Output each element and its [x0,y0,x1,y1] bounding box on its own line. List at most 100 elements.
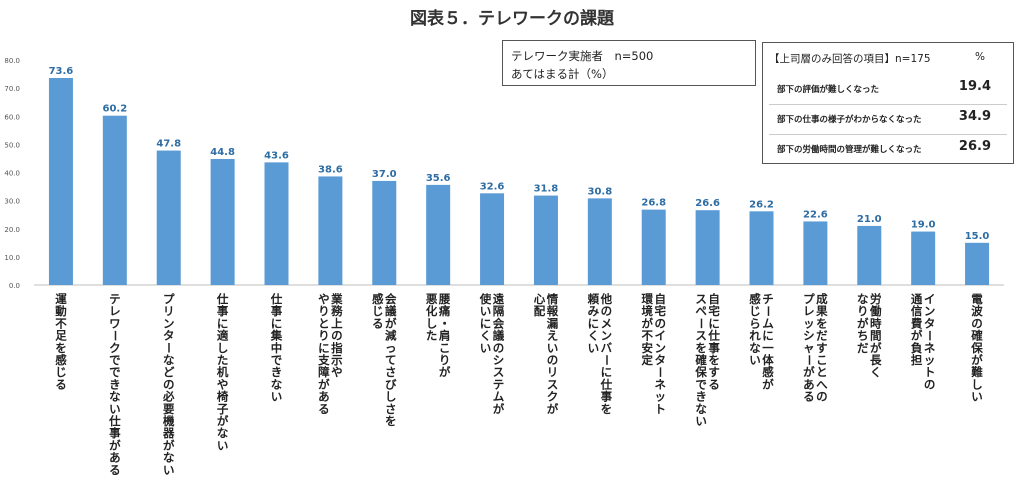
category-label-char: の [971,316,983,330]
category-label-char: い [971,390,983,404]
bar [318,176,343,285]
category-label-char: い [271,390,283,404]
category-label-char: チ [762,292,774,306]
category-label-char: タ [654,353,666,367]
category-label-char: に [480,316,492,330]
category-label-char: る [109,463,121,477]
category-label-char: で [695,377,707,391]
bar [641,209,666,285]
category-label-char: 難 [971,365,983,379]
category-label-char: ン [654,341,666,355]
category-label-char: に [708,316,720,330]
category-label-char: 境 [641,304,653,318]
category-label-char: の [924,377,936,391]
category-label-char: な [857,292,869,306]
category-label-char: ネ [924,341,936,355]
chart-title: 図表５．テレワークの課題 [410,9,614,29]
manager-table-pct-header: % [975,51,985,63]
category-label-char: じ [55,365,67,379]
category-label-char: ム [762,316,774,330]
bar-value-label: 38.6 [318,164,343,175]
category-label-char: が [163,438,175,452]
category-label-char: ち [857,329,869,343]
manager-row-label: 部下の労働時間の管理が難しくなった [777,145,922,155]
category-label-char: 一 [762,341,774,355]
category-label-char: 保 [694,365,707,379]
category-label-char: 確 [971,329,983,343]
category-label-char: ス [493,365,505,379]
manager-row-value: 34.9 [958,109,991,124]
category-label-char: 仕 [216,292,229,306]
category-label-char: る [708,377,720,391]
category-label-char: ー [761,305,775,317]
category-label-char: タ [924,316,936,330]
category-label-char: 感 [55,353,67,367]
category-label-char: を [601,402,613,416]
category-label-char: あ [803,377,815,391]
category-label-char: が [870,341,882,355]
category-label-char: の [331,329,343,343]
category-label-char: し [217,341,229,355]
category-label-char: ー [599,354,613,366]
category-label-char: え [547,329,559,343]
category-label-char: な [163,451,175,465]
category-label-char: い [588,341,600,355]
category-label-char: 不 [641,329,653,343]
category-label-char: が [493,402,505,416]
category-label-char: 果 [815,304,828,318]
category-label-char: に [318,341,330,355]
category-label-char: の [493,341,505,355]
category-label-char: ワ [109,316,121,330]
category-label-char: 宅 [708,304,720,318]
category-label-char: 自 [708,292,720,306]
bar [533,195,558,285]
category-label-char: い [695,414,707,428]
category-label-char: て [385,353,397,367]
category-label-char: で [109,365,121,379]
y-tick-label: 30.0 [4,198,20,206]
category-label-char: リ [163,304,175,318]
category-label-char: 障 [318,365,330,379]
category-label-char: 長 [870,353,882,367]
category-label-char: ー [653,366,667,378]
category-label-char: が [641,316,653,330]
category-label-char: に [217,316,229,330]
category-label-char: ク [109,341,121,355]
bar [210,159,235,285]
manager-table-row: 部下の評価が難しくなった 19.4 [763,77,1013,105]
category-label-char: き [271,365,283,379]
category-label-char: 確 [695,353,707,367]
bar-value-label: 22.6 [803,209,828,220]
legend-box: テレワーク実施者 n=500 あてはまる計（%） [502,40,756,86]
category-label-char: ッ [924,353,936,367]
category-label-char: 他 [600,292,613,306]
category-label-char: ャ [803,341,815,355]
category-label-char: 頼 [588,292,600,306]
category-label-char: や [217,377,229,391]
bar [102,115,127,285]
category-label-char: リ [547,365,559,379]
category-label-char: し [426,316,438,330]
category-label-char: 支 [317,353,330,367]
category-label-char: が [857,316,869,330]
category-label-char: だ [816,329,828,343]
bar-value-label: 32.6 [480,181,505,192]
category-label-char: 担 [911,353,923,367]
legend-line-sample: テレワーク実施者 n=500 [511,49,654,63]
category-label-char: と [816,365,828,379]
manager-table-row: 部下の労働時間の管理が難しくなった 26.9 [763,137,1013,165]
category-label-char: 通 [911,292,923,306]
category-label-char: シ [803,329,815,343]
category-label-char: 波 [971,304,983,318]
category-label-char: る [372,316,384,330]
category-label-char: 動 [55,304,67,318]
category-label-char: な [749,341,761,355]
y-tick-label: 20.0 [4,226,20,234]
